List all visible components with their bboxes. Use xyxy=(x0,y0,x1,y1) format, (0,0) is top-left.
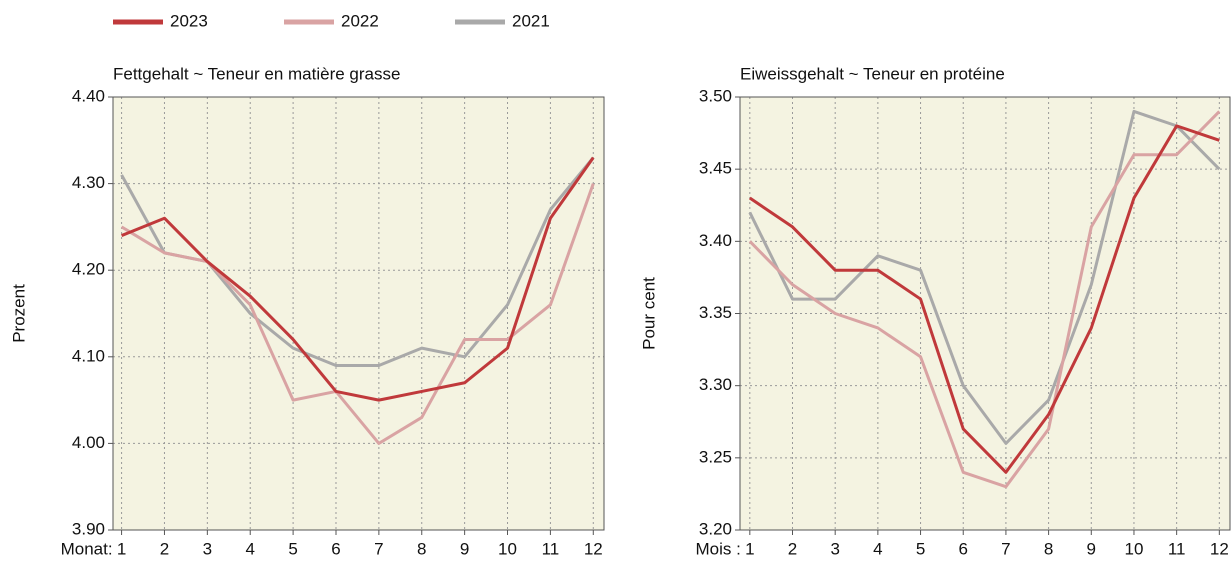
series-line xyxy=(748,109,1221,445)
x-tick-label: 6 xyxy=(958,539,967,558)
y-tick-label: 3.90 xyxy=(72,519,105,538)
x-tick-label: 9 xyxy=(1087,539,1096,558)
plot-background xyxy=(113,97,604,530)
x-tick-label: 10 xyxy=(498,539,517,558)
y-tick-label: 3.35 xyxy=(699,303,732,322)
y-tick-label: 3.25 xyxy=(699,447,732,466)
x-tick-label: 1 xyxy=(117,539,126,558)
y-tick-label: 3.45 xyxy=(699,159,732,178)
y-axis-label: Prozent xyxy=(9,284,28,343)
x-tick-label: 11 xyxy=(542,539,560,558)
x-tick-label: 7 xyxy=(374,539,383,558)
chart-title: Fettgehalt ~ Teneur en matière grasse xyxy=(113,64,400,83)
x-tick-label: 1 xyxy=(745,539,754,558)
x-tick-label: 5 xyxy=(916,539,925,558)
chart-title: Eiweissgehalt ~ Teneur en protéine xyxy=(740,64,1005,83)
x-tick-label: 5 xyxy=(288,539,297,558)
x-tick-label: 8 xyxy=(1044,539,1053,558)
y-tick-label: 4.10 xyxy=(72,346,105,365)
x-axis-label: Mois : xyxy=(695,539,740,558)
y-tick-label: 3.50 xyxy=(699,86,732,105)
legend-label: 2021 xyxy=(512,11,550,30)
plot-frame xyxy=(112,96,605,531)
x-tick-label: 11 xyxy=(1168,539,1186,558)
y-axis-label: Pour cent xyxy=(639,277,658,350)
x-tick-label: 9 xyxy=(460,539,469,558)
y-tick-label: 4.30 xyxy=(72,173,105,192)
x-tick-label: 12 xyxy=(584,539,603,558)
x-tick-label: 3 xyxy=(830,539,839,558)
x-tick-label: 2 xyxy=(788,539,797,558)
y-tick-label: 3.30 xyxy=(699,375,732,394)
y-tick-label: 3.40 xyxy=(699,231,732,250)
y-tick-label: 4.20 xyxy=(72,260,105,279)
x-tick-label: 8 xyxy=(417,539,426,558)
x-tick-label: 6 xyxy=(331,539,340,558)
x-tick-label: 12 xyxy=(1210,539,1229,558)
legend-label: 2022 xyxy=(341,11,379,30)
x-tick-label: 3 xyxy=(203,539,212,558)
legend-label: 2023 xyxy=(170,11,208,30)
series-line xyxy=(121,156,595,402)
plot-frame xyxy=(739,96,1231,531)
y-tick-label: 4.40 xyxy=(72,86,105,105)
series-line xyxy=(120,183,595,445)
x-tick-label: 4 xyxy=(245,539,254,558)
x-tick-label: 4 xyxy=(873,539,882,558)
x-tick-label: 7 xyxy=(1001,539,1010,558)
y-tick-label: 3.20 xyxy=(699,519,732,538)
series-line xyxy=(748,124,1220,474)
series-line xyxy=(748,110,1221,489)
x-tick-label: 2 xyxy=(160,539,169,558)
x-axis-label: Monat: xyxy=(61,539,113,558)
y-tick-label: 4.00 xyxy=(72,433,105,452)
x-tick-label: 10 xyxy=(1125,539,1144,558)
